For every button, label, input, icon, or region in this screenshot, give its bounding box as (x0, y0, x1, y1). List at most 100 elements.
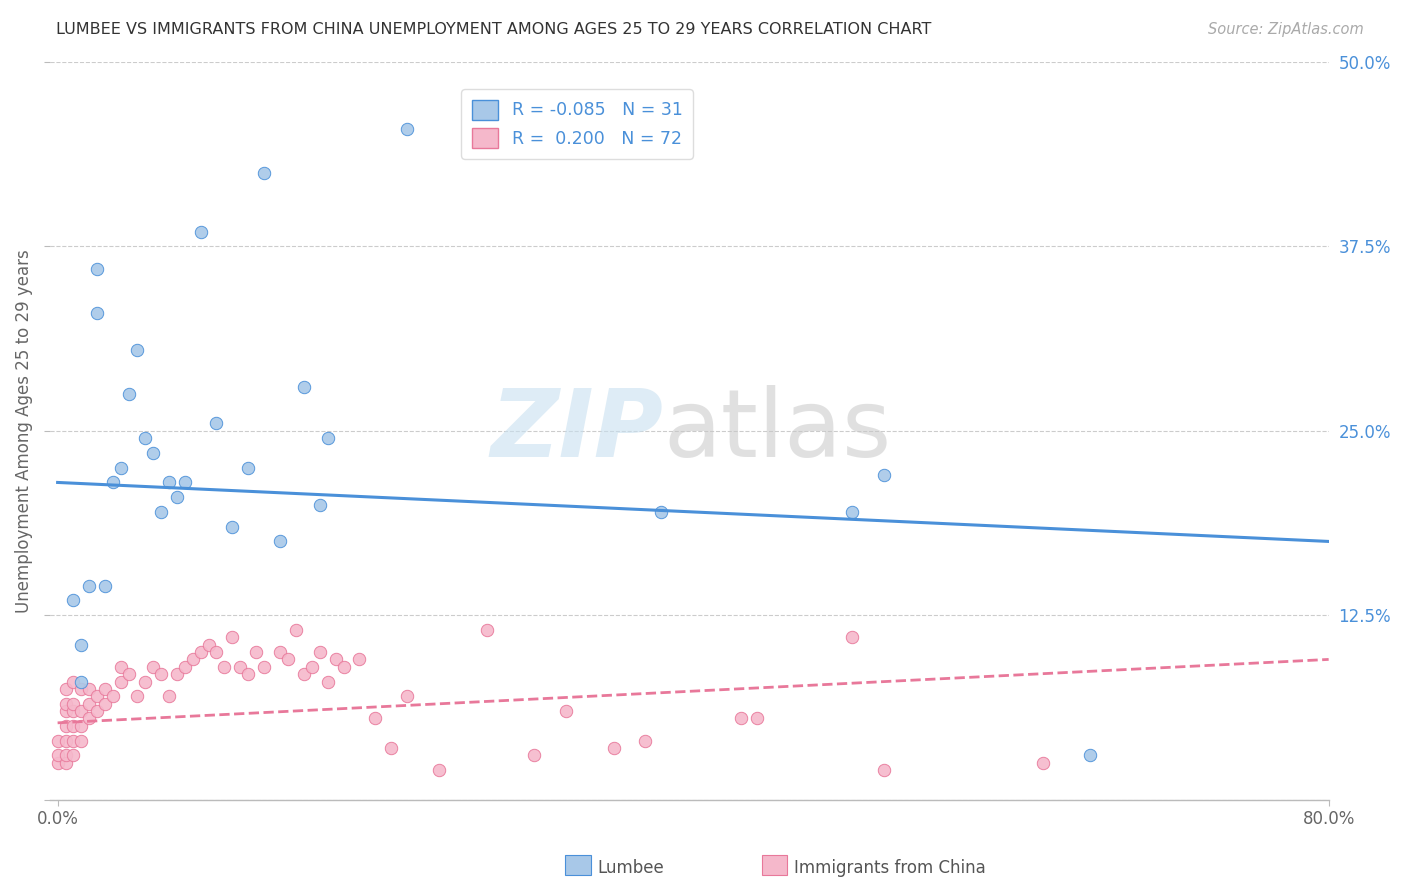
Point (269, 645, 291, 659)
Point (730, 711, 752, 725)
Point (70, 674, 93, 689)
Point (332, 660, 354, 674)
Point (62, 697, 84, 711)
Point (142, 660, 165, 674)
Point (79, 697, 101, 711)
Point (118, 387, 141, 401)
Point (173, 660, 195, 674)
Point (134, 674, 156, 689)
Text: Lumbee: Lumbee (598, 859, 664, 877)
Point (238, 667, 260, 681)
Point (70, 719, 93, 733)
Point (325, 652, 347, 666)
Point (173, 475, 195, 490)
Point (157, 475, 180, 490)
Point (308, 645, 330, 659)
Y-axis label: Unemployment Among Ages 25 to 29 years: Unemployment Among Ages 25 to 29 years (15, 249, 32, 613)
Point (253, 660, 276, 674)
Point (349, 652, 371, 666)
Point (94, 697, 117, 711)
Point (62, 719, 84, 733)
Point (238, 460, 260, 475)
Point (301, 660, 323, 674)
Point (142, 446, 165, 460)
Point (62, 748, 84, 763)
Point (62, 593, 84, 607)
Point (841, 630, 863, 644)
Point (62, 733, 84, 747)
Point (118, 667, 141, 681)
Point (55, 719, 77, 733)
Point (166, 667, 188, 681)
Point (308, 498, 330, 512)
Point (79, 681, 101, 696)
Point (149, 667, 172, 681)
Point (523, 748, 546, 763)
Point (125, 343, 148, 357)
Point (316, 431, 339, 445)
Point (103, 690, 125, 704)
Point (110, 660, 132, 674)
Point (94, 579, 117, 593)
Point (181, 652, 204, 666)
Point (190, 645, 212, 659)
Point (364, 711, 387, 725)
Point (190, 225, 212, 239)
Point (55, 681, 77, 696)
Point (475, 623, 498, 637)
Point (634, 733, 657, 747)
Legend: R = -0.085   N = 31, R =  0.200   N = 72: R = -0.085 N = 31, R = 0.200 N = 72 (461, 89, 693, 159)
Point (86, 261, 108, 276)
Point (205, 417, 228, 431)
Point (110, 460, 132, 475)
Point (157, 690, 180, 704)
Text: ZIP: ZIP (491, 384, 664, 477)
Point (873, 468, 896, 483)
Point (110, 674, 132, 689)
Point (269, 534, 291, 549)
Point (62, 704, 84, 718)
Point (316, 674, 339, 689)
Point (125, 690, 148, 704)
Text: Immigrants from China: Immigrants from China (794, 859, 986, 877)
Point (650, 505, 672, 519)
Point (380, 740, 402, 755)
Point (166, 490, 188, 504)
Point (292, 667, 315, 681)
Point (396, 690, 419, 704)
Point (55, 697, 77, 711)
Point (70, 681, 93, 696)
Point (79, 579, 101, 593)
Text: Source: ZipAtlas.com: Source: ZipAtlas.com (1208, 22, 1364, 37)
Point (55, 704, 77, 718)
Point (841, 505, 863, 519)
Text: atlas: atlas (664, 384, 891, 477)
Point (555, 704, 578, 718)
Text: LUMBEE VS IMMIGRANTS FROM CHINA UNEMPLOYMENT AMONG AGES 25 TO 29 YEARS CORRELATI: LUMBEE VS IMMIGRANTS FROM CHINA UNEMPLOY… (56, 22, 932, 37)
Point (70, 638, 93, 652)
Point (277, 652, 299, 666)
Point (214, 660, 236, 674)
Point (94, 681, 117, 696)
Point (197, 638, 219, 652)
Point (134, 431, 156, 445)
Point (55, 733, 77, 747)
Point (602, 740, 624, 755)
Point (55, 756, 77, 770)
Point (284, 623, 307, 637)
Point (396, 121, 419, 136)
Point (221, 630, 243, 644)
Point (70, 704, 93, 718)
Point (873, 763, 896, 777)
Point (62, 674, 84, 689)
Point (205, 645, 228, 659)
Point (1078, 748, 1101, 763)
Point (292, 379, 315, 393)
Point (55, 748, 77, 763)
Point (86, 690, 108, 704)
Point (427, 763, 450, 777)
Point (70, 733, 93, 747)
Point (86, 306, 108, 320)
Point (46, 748, 69, 763)
Point (1032, 756, 1054, 770)
